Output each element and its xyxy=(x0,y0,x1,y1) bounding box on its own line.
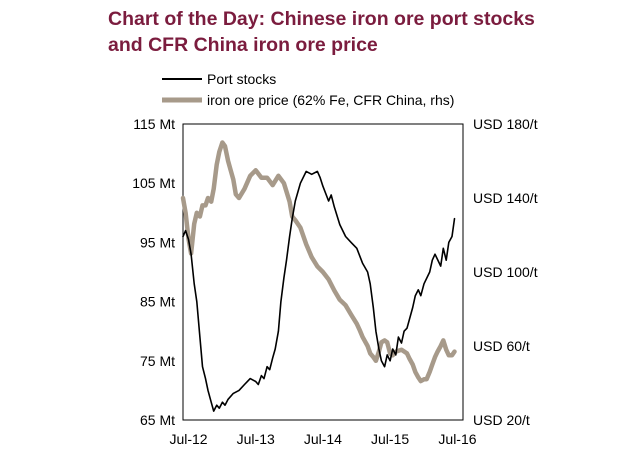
left-tick-label: 115 Mt xyxy=(133,116,175,132)
left-tick-label: 95 Mt xyxy=(140,234,175,250)
left-tick-label: 75 Mt xyxy=(140,353,175,369)
right-tick-label: USD 180/t xyxy=(473,116,538,132)
legend: Port stocks iron ore price (62% Fe, CFR … xyxy=(162,71,454,108)
x-tick-label: Jul-14 xyxy=(304,431,342,447)
left-tick-label: 105 Mt xyxy=(132,175,175,191)
x-tick-label: Jul-16 xyxy=(438,431,476,447)
series-group xyxy=(180,140,457,412)
series-line-port-stocks xyxy=(182,170,456,412)
legend-label-iron-ore-price: iron ore price (62% Fe, CFR China, rhs) xyxy=(207,92,454,108)
series-line-iron-ore-price xyxy=(180,140,457,384)
right-tick-label: USD 20/t xyxy=(473,412,530,428)
left-tick-label: 65 Mt xyxy=(140,412,175,428)
right-tick-label: USD 100/t xyxy=(473,264,538,280)
x-tick-label: Jul-12 xyxy=(169,431,207,447)
left-axis: 115 Mt 105 Mt 95 Mt 85 Mt 75 Mt 65 Mt xyxy=(132,116,175,428)
legend-label-port-stocks: Port stocks xyxy=(207,71,276,87)
x-axis: Jul-12 Jul-13 Jul-14 Jul-15 Jul-16 xyxy=(169,431,476,447)
x-tick-label: Jul-15 xyxy=(371,431,409,447)
left-tick-label: 85 Mt xyxy=(140,294,175,310)
right-axis: USD 180/t USD 140/t USD 100/t USD 60/t USD 2… xyxy=(473,116,538,428)
chart-title: Chart of the Day: Chinese iron ore port … xyxy=(108,6,628,58)
chart-title-line-1: Chart of the Day: Chinese iron ore port … xyxy=(108,8,535,30)
chart-title-line-2: and CFR China iron ore price xyxy=(108,34,378,56)
x-tick-label: Jul-13 xyxy=(237,431,275,447)
right-tick-label: USD 60/t xyxy=(473,338,530,354)
plot-area xyxy=(182,123,464,421)
right-tick-label: USD 140/t xyxy=(473,190,538,206)
